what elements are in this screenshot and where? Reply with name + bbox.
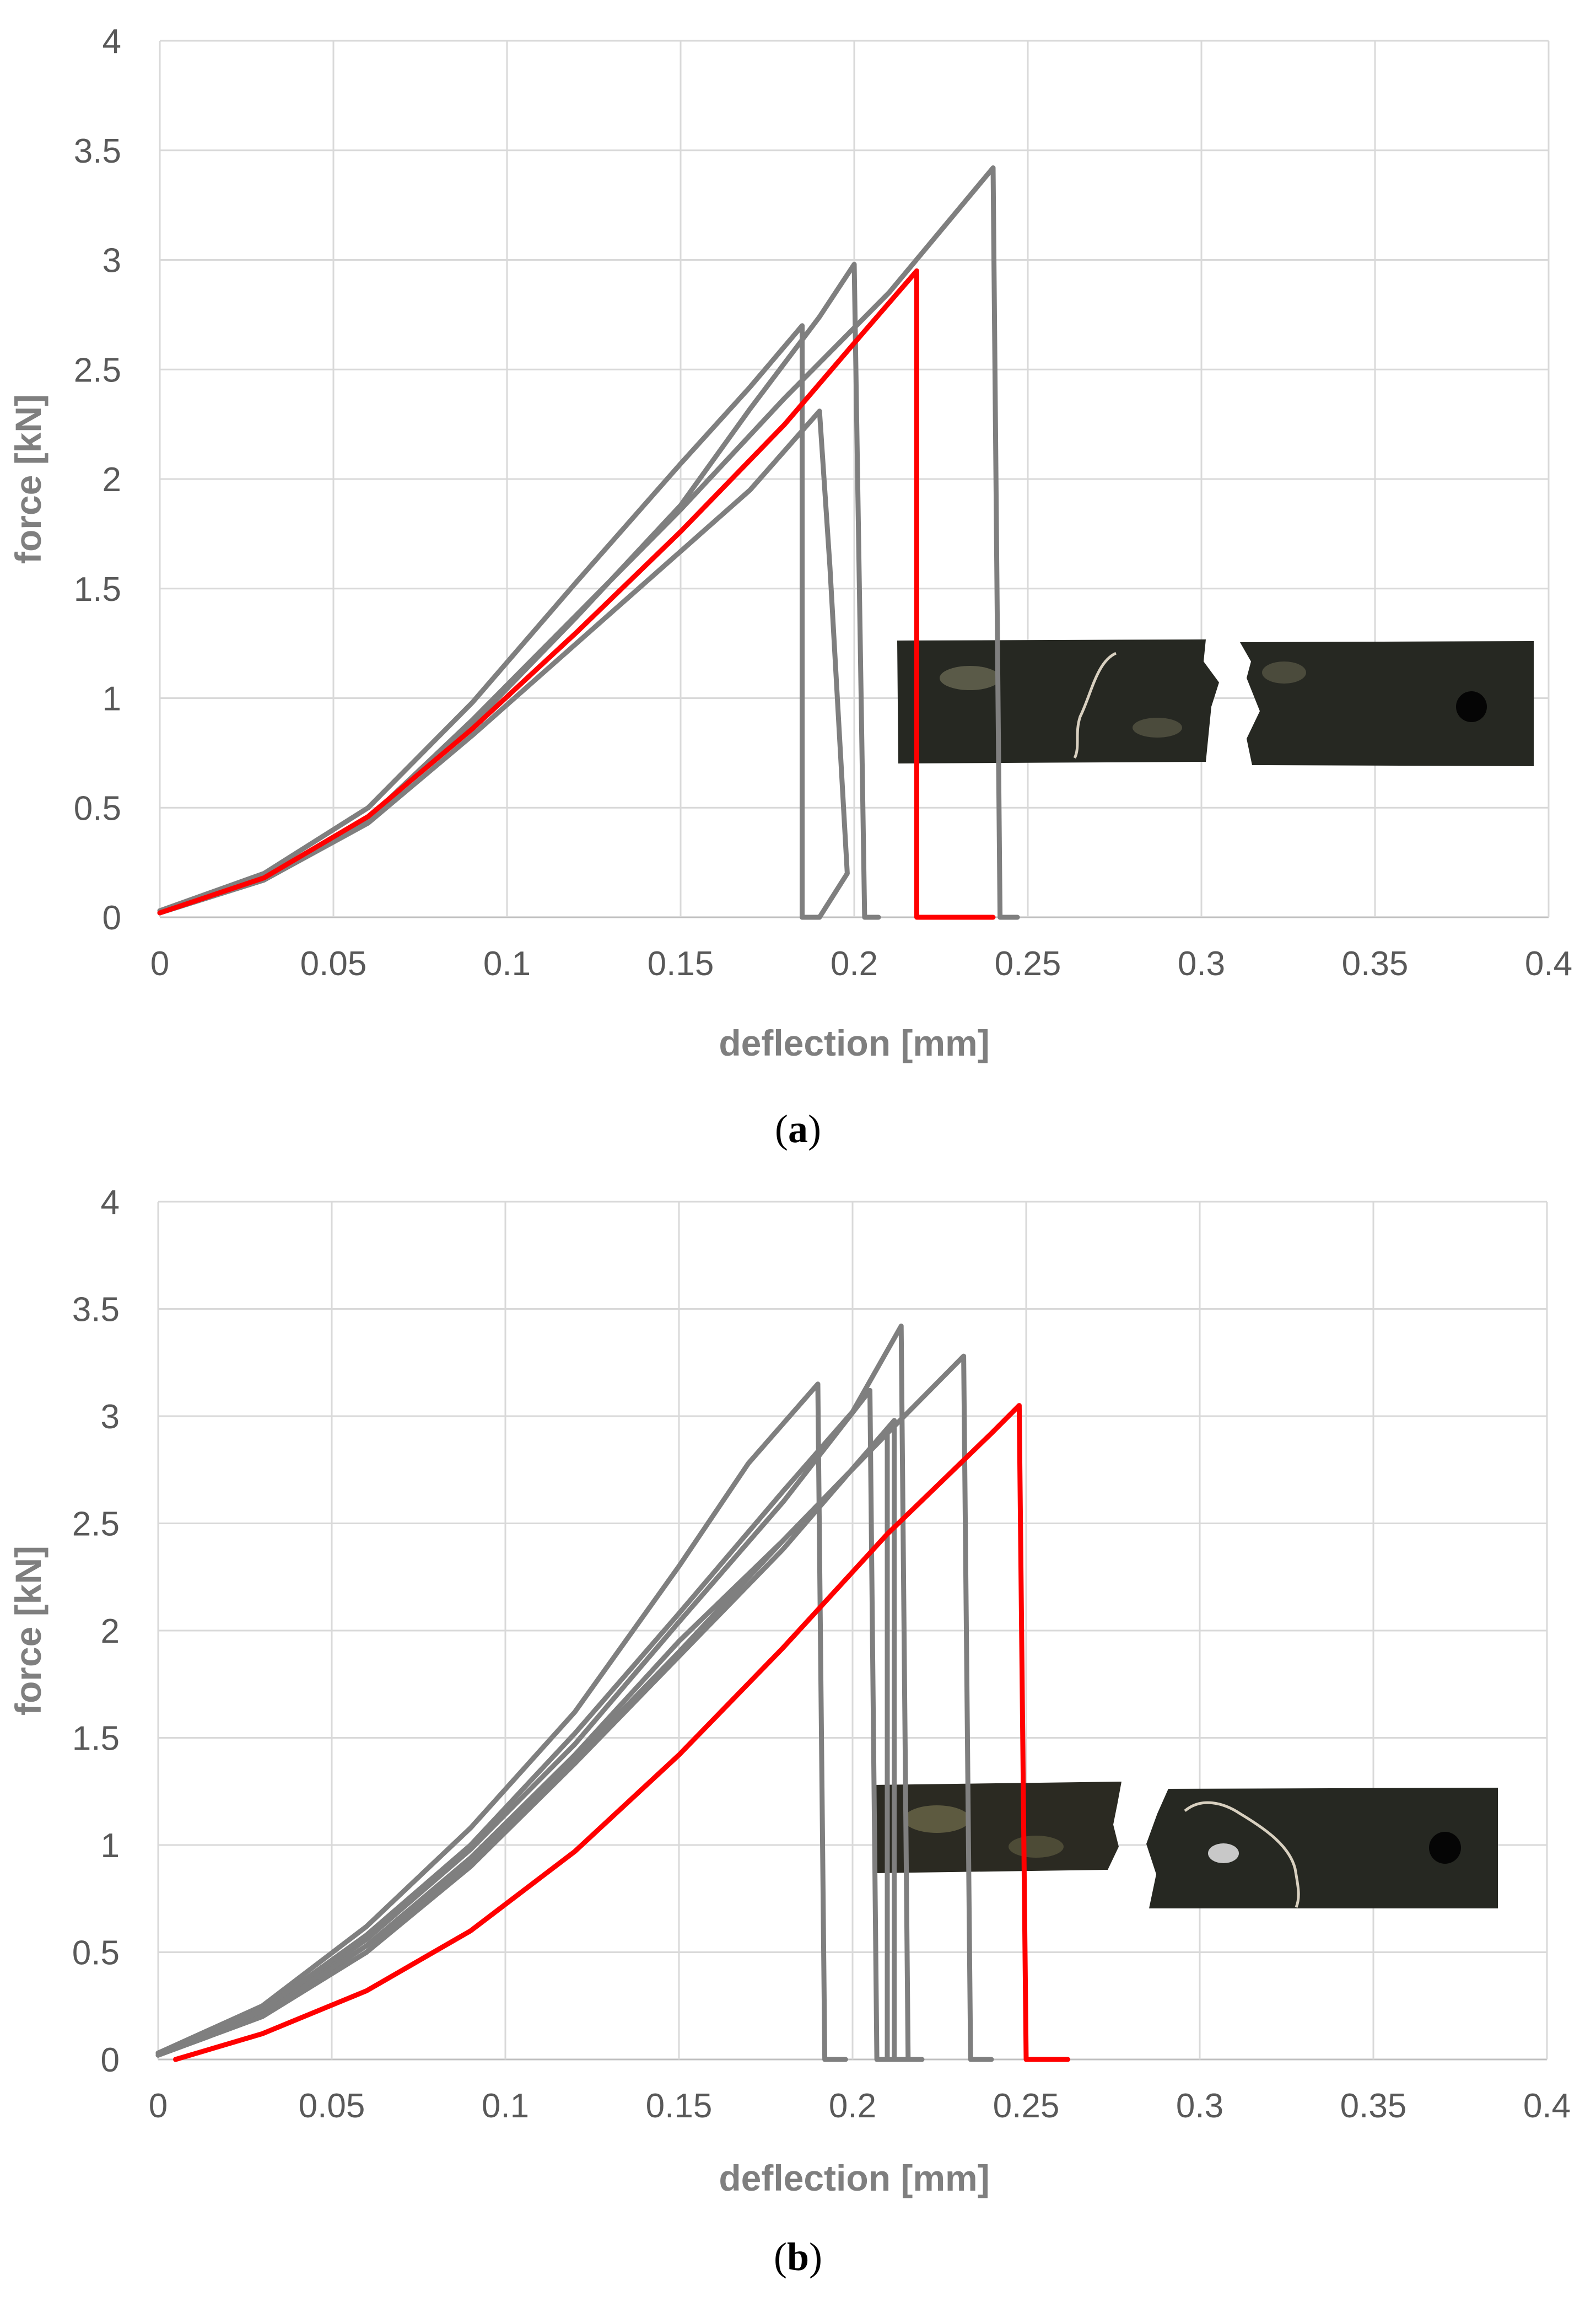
- series-line-gray-1: [155, 1387, 897, 2062]
- connector-b: [1208, 1843, 1239, 1863]
- series-line-gray-2: [157, 408, 850, 920]
- x-tick-label: 0.35: [1340, 2087, 1407, 2125]
- x-tick-label: 0.1: [482, 2087, 529, 2125]
- panel-label-b-letter: b: [787, 2235, 809, 2279]
- x-tick-label: 0.3: [1176, 2087, 1223, 2125]
- x-tick-label: 0.1: [483, 945, 531, 983]
- x-tick-label: 0.05: [300, 945, 367, 983]
- y-tick-label: 3: [103, 242, 121, 280]
- series-group-b: [155, 1324, 1071, 2062]
- specimen-hole-b: [1429, 1832, 1461, 1864]
- series-line-gray-0: [157, 323, 812, 920]
- y-tick-label: 1: [101, 1827, 120, 1865]
- series-line-gray-2: [155, 1324, 925, 2062]
- x-tick-label: 0.15: [646, 2087, 713, 2125]
- wire-b: [1184, 1801, 1300, 1908]
- y-tick-label: 2: [103, 461, 121, 499]
- x-tick-label: 0.05: [299, 2087, 365, 2125]
- panel-label-a: (a): [775, 1107, 821, 1151]
- series-line-gray-5: [155, 1353, 994, 2062]
- series-line-gray-3: [155, 1430, 907, 2062]
- y-tick-label: 1.5: [74, 571, 121, 609]
- tick-labels-a: 0 0.5 1 1.5 2 2.5 3 3.5 4 0 0.05 0.1 0.15 0.2 0.25 0.3 0…: [74, 23, 1572, 983]
- x-tick-label: 0.15: [648, 945, 714, 983]
- chart-panel-b: 0 0.5 1 1.5 2 2.5 3 3.5 4 0 0.05 0.1 0.15 0.2 0.25 0.3 0…: [8, 1184, 1571, 2279]
- y-tick-label: 2: [101, 1612, 120, 1650]
- specimen-photo-a: [897, 639, 1534, 766]
- x-tick-label: 0: [150, 945, 169, 983]
- x-tick-label: 0.2: [829, 2087, 876, 2125]
- y-tick-label: 0.5: [74, 789, 121, 827]
- y-tick-label: 3: [101, 1398, 120, 1436]
- x-tick-label: 0.2: [831, 945, 878, 983]
- specimen-photo-b: [872, 1782, 1498, 1908]
- x-tick-label: 0.35: [1342, 945, 1409, 983]
- panel-label-a-letter: a: [788, 1107, 808, 1151]
- specimen-left-stain-a1: [940, 666, 1000, 690]
- chart-panel-a: 0 0.5 1 1.5 2 2.5 3 3.5 4 0 0.05 0.1 0.15 0.2 0.25 0.3 0…: [8, 23, 1572, 1151]
- y-tick-label: 4: [103, 23, 121, 61]
- y-tick-label: 1: [103, 680, 121, 718]
- x-tick-label: 0.4: [1525, 945, 1572, 983]
- y-axis-title-b: force [kN]: [8, 1546, 48, 1715]
- specimen-right-piece-b: [1146, 1788, 1498, 1908]
- x-axis-title-a: deflection [mm]: [719, 1023, 989, 1063]
- series-line-gray-0: [155, 1381, 848, 2062]
- y-tick-label: 0: [101, 2041, 120, 2079]
- specimen-left-stain-a2: [1133, 718, 1182, 738]
- y-tick-label: 3.5: [74, 132, 121, 170]
- y-tick-label: 2.5: [74, 351, 121, 389]
- specimen-left-stain-b2: [1009, 1836, 1064, 1858]
- specimen-right-piece-a: [1240, 641, 1534, 766]
- series-line-red-6: [173, 1403, 1071, 2062]
- y-axis-title-a: force [kN]: [8, 394, 48, 564]
- x-tick-label: 0.4: [1523, 2087, 1571, 2125]
- x-tick-label: 0.25: [993, 2087, 1060, 2125]
- x-tick-label: 0: [149, 2087, 168, 2125]
- x-tick-label: 0.3: [1178, 945, 1225, 983]
- specimen-right-stain-a: [1262, 661, 1306, 684]
- tick-labels-b: 0 0.5 1 1.5 2 2.5 3 3.5 4 0 0.05 0.1 0.15 0.2 0.25 0.3 0…: [72, 1184, 1571, 2125]
- specimen-left-piece-b: [872, 1782, 1121, 1873]
- x-axis-title-b: deflection [mm]: [719, 2158, 989, 2198]
- specimen-left-stain-b1: [904, 1805, 970, 1833]
- y-tick-label: 3.5: [72, 1291, 120, 1329]
- y-tick-label: 0: [103, 899, 121, 937]
- panel-label-b: (b): [774, 2235, 822, 2279]
- y-tick-label: 1.5: [72, 1720, 120, 1758]
- y-tick-label: 0.5: [72, 1934, 120, 1972]
- series-group-a: [157, 165, 1020, 920]
- x-tick-label: 0.25: [995, 945, 1061, 983]
- y-tick-label: 2.5: [72, 1505, 120, 1543]
- specimen-hole-a: [1456, 691, 1487, 722]
- specimen-left-piece-a: [897, 639, 1219, 763]
- gridlines-a: [159, 40, 1550, 918]
- y-tick-label: 4: [101, 1184, 120, 1222]
- wire-a: [1073, 652, 1117, 759]
- series-line-red-4: [157, 268, 996, 920]
